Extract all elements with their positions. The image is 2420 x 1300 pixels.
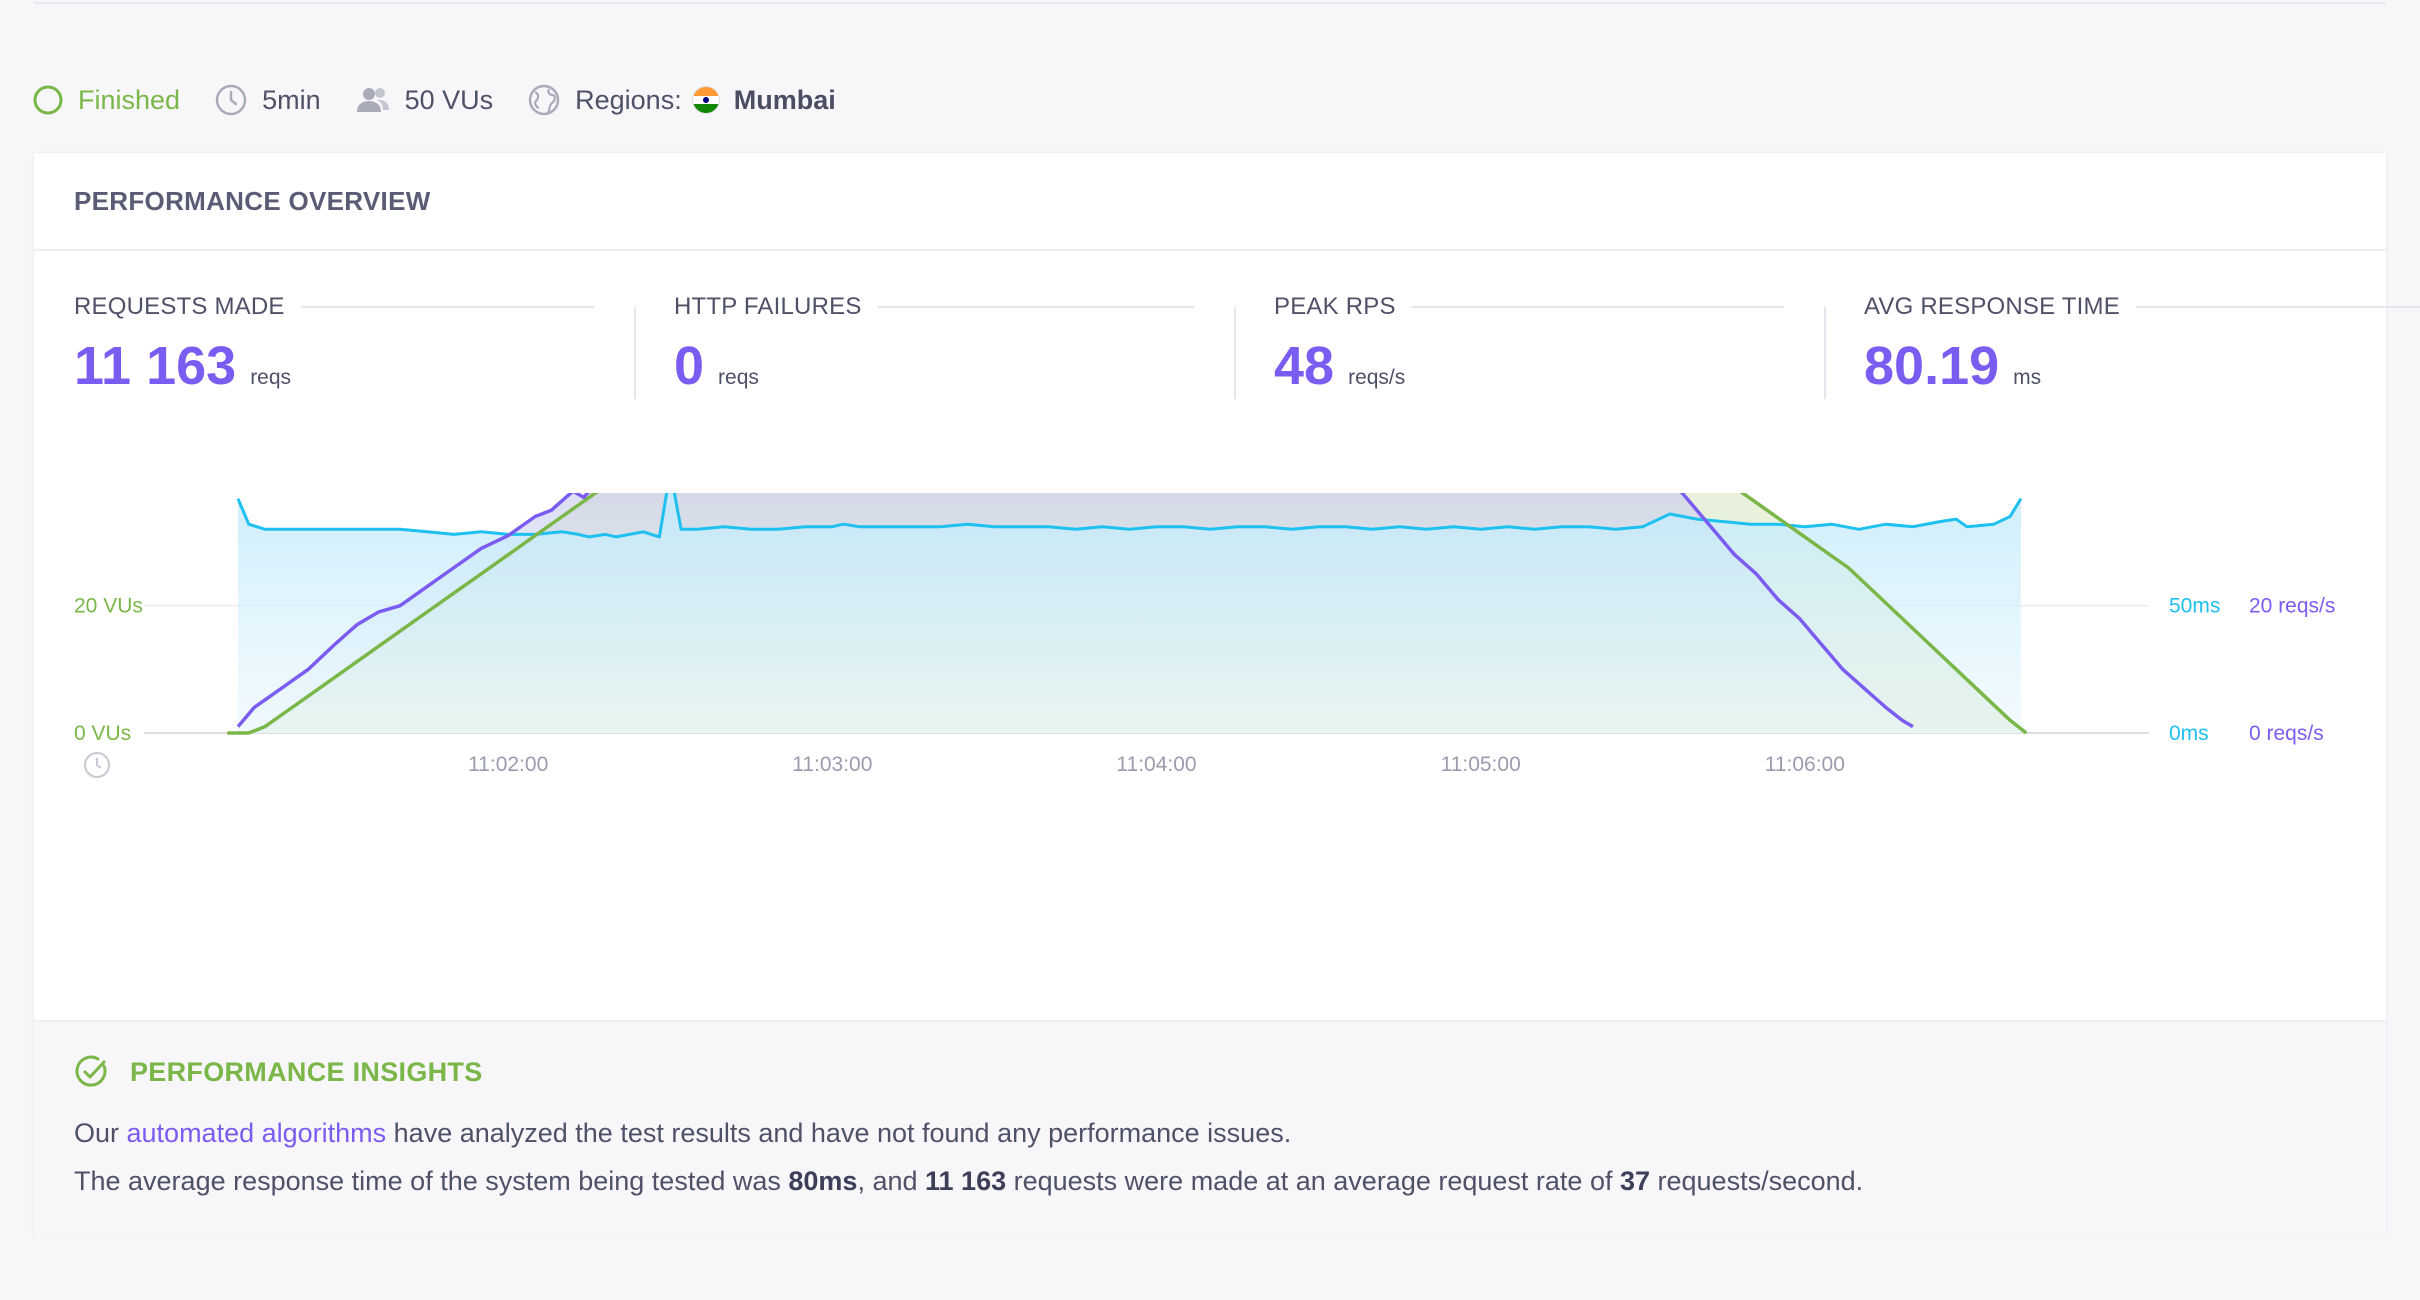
metric-separator bbox=[1234, 307, 1236, 399]
x-tick: 11:05:00 bbox=[1441, 753, 1521, 776]
metric-http-failures: HTTP FAILURES 0 reqs bbox=[674, 283, 1194, 413]
check-circle-icon bbox=[75, 1055, 107, 1087]
globe-icon bbox=[528, 84, 560, 116]
vus-line bbox=[227, 493, 2028, 735]
metric-rule bbox=[877, 306, 1194, 308]
metric-value: 48 bbox=[1274, 336, 1335, 396]
y-right-rps-tick: 0 reqs/s bbox=[2249, 722, 2324, 745]
vus-label: 50 VUs bbox=[404, 84, 494, 115]
x-tick: 11:04:00 bbox=[1116, 753, 1196, 776]
metric-rule bbox=[300, 306, 594, 308]
automated-algorithms-link[interactable]: automated algorithms bbox=[126, 1118, 387, 1148]
top-divider bbox=[34, 2, 2386, 4]
metric-label: HTTP FAILURES bbox=[674, 293, 862, 320]
metric-value: 80.19 bbox=[1864, 336, 2000, 396]
card-title: PERFORMANCE OVERVIEW bbox=[74, 185, 431, 216]
time-clock-icon bbox=[84, 752, 110, 778]
region-name: Mumbai bbox=[733, 84, 836, 115]
metric-label: REQUESTS MADE bbox=[74, 293, 285, 320]
response-time-area bbox=[238, 493, 2021, 733]
metrics-row: REQUESTS MADE 11 163 reqs HTTP FAILURES 0… bbox=[74, 283, 2420, 413]
x-tick: 11:02:00 bbox=[468, 753, 548, 776]
metric-value: 11 163 bbox=[74, 336, 237, 396]
insights-text: The average response time of the system … bbox=[74, 1166, 789, 1196]
x-tick: 11:06:00 bbox=[1765, 753, 1845, 776]
insights-title: PERFORMANCE INSIGHTS bbox=[130, 1056, 483, 1087]
response-time-line bbox=[236, 493, 2023, 539]
card-header: PERFORMANCE OVERVIEW bbox=[34, 153, 2386, 251]
avg-response-value: 80ms bbox=[788, 1166, 858, 1196]
metric-separator bbox=[634, 307, 636, 399]
duration-label: 5min bbox=[262, 84, 321, 115]
metric-unit: reqs bbox=[250, 366, 292, 389]
test-status-bar: Finished 5min 50 VUs Regions: Mumbai bbox=[32, 78, 870, 122]
metric-unit: reqs bbox=[718, 366, 759, 389]
status-finished: Finished bbox=[32, 84, 180, 116]
metric-label: AVG RESPONSE TIME bbox=[1864, 293, 2120, 320]
metric-requests-made: REQUESTS MADE 11 163 reqs bbox=[74, 283, 594, 413]
clock-icon bbox=[215, 84, 247, 116]
metric-label: PEAK RPS bbox=[1274, 293, 1396, 320]
status-regions: Regions: Mumbai bbox=[527, 83, 836, 117]
metric-rule bbox=[1411, 306, 1784, 308]
insights-header: PERFORMANCE INSIGHTS bbox=[74, 1054, 483, 1090]
metric-separator bbox=[1824, 307, 1826, 399]
metric-unit: ms bbox=[2013, 366, 2042, 389]
insights-text: Our bbox=[74, 1118, 127, 1148]
insights-summary: Our automated algorithms have analyzed t… bbox=[74, 1118, 1291, 1149]
india-flag-icon bbox=[691, 86, 720, 114]
metric-avg-response-time: AVG RESPONSE TIME 80.19 ms bbox=[1864, 283, 2420, 413]
avg-rps-value: 37 bbox=[1619, 1166, 1651, 1196]
y-right-rps-tick: 20 reqs/s bbox=[2249, 595, 2335, 618]
metric-rule bbox=[2135, 306, 2420, 308]
insights-text: have analyzed the test results and have … bbox=[386, 1118, 1292, 1148]
status-duration: 5min bbox=[214, 83, 321, 117]
status-circle-icon bbox=[33, 85, 63, 115]
performance-insights: PERFORMANCE INSIGHTS Our automated algor… bbox=[34, 1020, 2386, 1238]
x-tick: 11:03:00 bbox=[792, 753, 872, 776]
y-left-tick: 0 VUs bbox=[74, 722, 131, 745]
performance-overview-card: PERFORMANCE OVERVIEW REQUESTS MADE 11 16… bbox=[34, 153, 2420, 1238]
status-vus: 50 VUs bbox=[355, 84, 494, 116]
requests-value: 11 163 bbox=[925, 1166, 1007, 1196]
users-icon bbox=[356, 88, 389, 112]
y-right-ms-tick: 0ms bbox=[2169, 722, 2209, 745]
metric-value: 0 bbox=[674, 336, 705, 396]
y-left-tick: 20 VUs bbox=[74, 595, 143, 618]
status-label: Finished bbox=[78, 84, 181, 115]
insights-text: requests were made at an average request… bbox=[1006, 1166, 1620, 1196]
insights-text: requests/second. bbox=[1650, 1166, 1864, 1196]
y-right-ms-tick: 50ms bbox=[2169, 595, 2220, 618]
metric-peak-rps: PEAK RPS 48 reqs/s bbox=[1274, 283, 1784, 413]
regions-label: Regions: bbox=[575, 84, 682, 115]
metric-unit: reqs/s bbox=[1348, 366, 1406, 389]
insights-details: The average response time of the system … bbox=[74, 1166, 1863, 1197]
insights-text: , and bbox=[857, 1166, 926, 1196]
